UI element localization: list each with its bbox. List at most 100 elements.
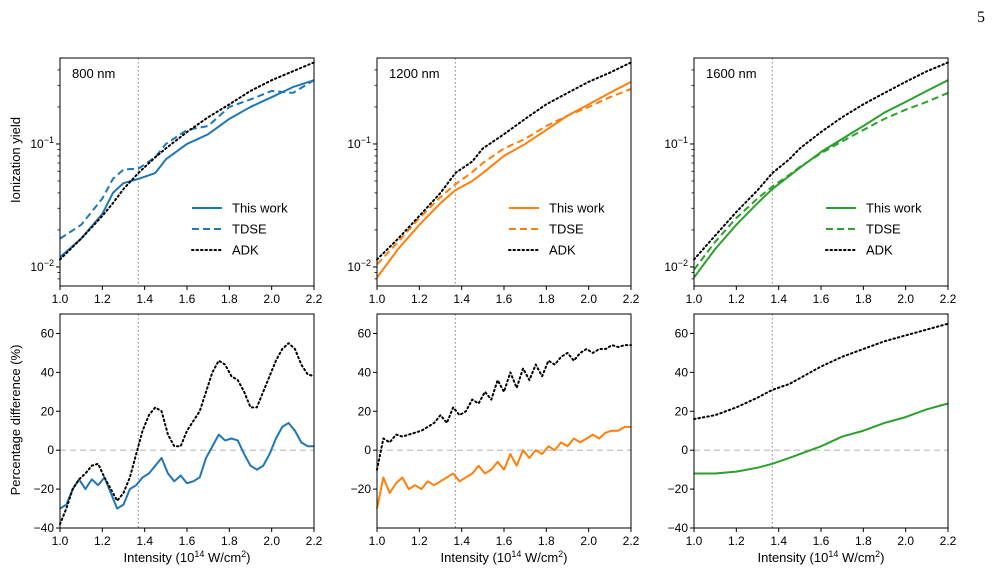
- x-tick-label: 1.4: [453, 292, 470, 306]
- series-this-work-line: [693, 79, 949, 279]
- x-tick-label: 1.2: [728, 292, 745, 306]
- series-this-work-line: [59, 421, 314, 510]
- x-tick-label: 2.0: [580, 292, 597, 306]
- x-axis-label: Intensity (1014 W/cm2): [440, 549, 567, 565]
- x-tick-label: 1.6: [179, 292, 196, 306]
- x-tick-label: 2.0: [580, 534, 597, 548]
- series-tdse-line: [376, 88, 632, 266]
- x-tick-label: 2.2: [940, 534, 957, 548]
- legend-label: TDSE: [232, 222, 267, 237]
- x-tick-label: 1.6: [813, 534, 830, 548]
- series-tdse-line: [693, 92, 949, 271]
- y-tick-label: 10−2: [30, 258, 54, 274]
- y-tick-label: 10−1: [347, 135, 371, 151]
- x-tick-label: 2.2: [306, 534, 323, 548]
- y-tick-label: 20: [675, 404, 689, 418]
- y-tick-label: −20: [34, 482, 55, 496]
- panel-bottom-2: 1.0 1.2 1.4 1.6 1.8 2.0 2.2 −20 0 20 40 60 Intensity…: [351, 313, 640, 565]
- legend-label: ADK: [549, 243, 576, 258]
- axes-frame: [693, 313, 949, 529]
- y-tick-label: 60: [41, 326, 55, 340]
- x-tick-label: 2.0: [263, 534, 280, 548]
- legend-label: This work: [866, 201, 922, 216]
- x-tick-label: 1.6: [496, 292, 513, 306]
- y-tick-label: 0: [47, 443, 54, 457]
- axes-frame: [693, 57, 949, 287]
- series-adk-line: [376, 344, 632, 471]
- legend-label: This work: [232, 201, 288, 216]
- panel-bottom-1: 1.0 1.2 1.4 1.6 1.8 2.0 2.2 −40 −20 0 20 40 60 Intens…: [34, 313, 323, 565]
- x-tick-label: 1.2: [411, 292, 428, 306]
- panel-bottom-3: 1.0 1.2 1.4 1.6 1.8 2.0 2.2 −40 −20 0 20 40 60 Intens…: [668, 313, 957, 565]
- legend-label: TDSE: [549, 222, 584, 237]
- y-tick-label: 10−1: [30, 135, 54, 151]
- bottom-ylabel: Percentage difference (%): [8, 345, 23, 496]
- y-tick-label: 0: [364, 443, 371, 457]
- y-tick-label: 40: [41, 365, 55, 379]
- series-this-work-line: [694, 402, 949, 475]
- series-adk-line: [59, 61, 315, 261]
- x-axis-label: Intensity (1014 W/cm2): [757, 549, 884, 565]
- x-tick-label: 1.2: [411, 534, 428, 548]
- x-tick-label: 1.8: [538, 534, 555, 548]
- x-tick-label: 1.8: [855, 292, 872, 306]
- y-tick-label: 10−1: [664, 135, 688, 151]
- y-tick-label: −20: [668, 482, 689, 496]
- series-this-work-line: [376, 80, 632, 279]
- x-tick-label: 2.0: [897, 292, 914, 306]
- x-tick-label: 1.2: [94, 534, 111, 548]
- x-tick-label: 1.8: [221, 534, 238, 548]
- series-adk-line: [376, 61, 632, 261]
- x-tick-label: 1.8: [221, 292, 238, 306]
- series-adk-line: [693, 61, 949, 261]
- page-number: 5: [977, 9, 985, 26]
- axes-frame: [376, 313, 632, 529]
- x-tick-label: 1.8: [538, 292, 555, 306]
- panel-label: 800 nm: [72, 66, 115, 81]
- x-tick-label: 1.2: [94, 292, 111, 306]
- axes-frame: [376, 57, 632, 287]
- x-tick-label: 1.2: [728, 534, 745, 548]
- x-tick-label: 2.2: [623, 534, 640, 548]
- y-tick-label: 0: [681, 443, 688, 457]
- y-tick-label: −40: [668, 521, 689, 535]
- y-tick-label: 40: [358, 365, 372, 379]
- y-tick-label: −40: [34, 521, 55, 535]
- x-tick-label: 1.6: [496, 534, 513, 548]
- panel-label: 1200 nm: [389, 66, 440, 81]
- x-tick-label: 1.0: [369, 292, 386, 306]
- series-adk-line: [59, 342, 315, 526]
- series-tdse-line: [59, 79, 315, 240]
- x-tick-label: 1.8: [855, 534, 872, 548]
- x-tick-label: 2.2: [940, 292, 957, 306]
- y-tick-label: −20: [351, 482, 372, 496]
- series-this-work-line: [376, 425, 631, 509]
- y-tick-label: 60: [675, 326, 689, 340]
- legend-label: ADK: [232, 243, 259, 258]
- legend-label: This work: [549, 201, 605, 216]
- y-tick-label: 60: [358, 326, 372, 340]
- axes-frame: [59, 313, 315, 529]
- x-tick-label: 1.0: [52, 292, 69, 306]
- y-tick-label: 10−2: [664, 258, 688, 274]
- legend-label: ADK: [866, 243, 893, 258]
- x-tick-label: 1.4: [770, 534, 787, 548]
- x-tick-label: 2.0: [263, 292, 280, 306]
- x-tick-label: 1.4: [453, 534, 470, 548]
- series-this-work-line: [59, 79, 315, 258]
- axes-frame: [59, 57, 315, 287]
- x-axis-label: Intensity (1014 W/cm2): [123, 549, 250, 565]
- y-tick-label: 10−2: [347, 258, 371, 274]
- x-tick-label: 1.4: [136, 292, 153, 306]
- y-tick-label: 20: [41, 404, 55, 418]
- x-tick-label: 1.6: [179, 534, 196, 548]
- x-tick-label: 1.0: [686, 534, 703, 548]
- x-tick-label: 1.4: [770, 292, 787, 306]
- x-tick-label: 2.0: [897, 534, 914, 548]
- x-tick-label: 1.6: [813, 292, 830, 306]
- x-tick-label: 1.0: [52, 534, 69, 548]
- legend-label: TDSE: [866, 222, 901, 237]
- x-tick-label: 2.2: [623, 292, 640, 306]
- x-tick-label: 1.0: [686, 292, 703, 306]
